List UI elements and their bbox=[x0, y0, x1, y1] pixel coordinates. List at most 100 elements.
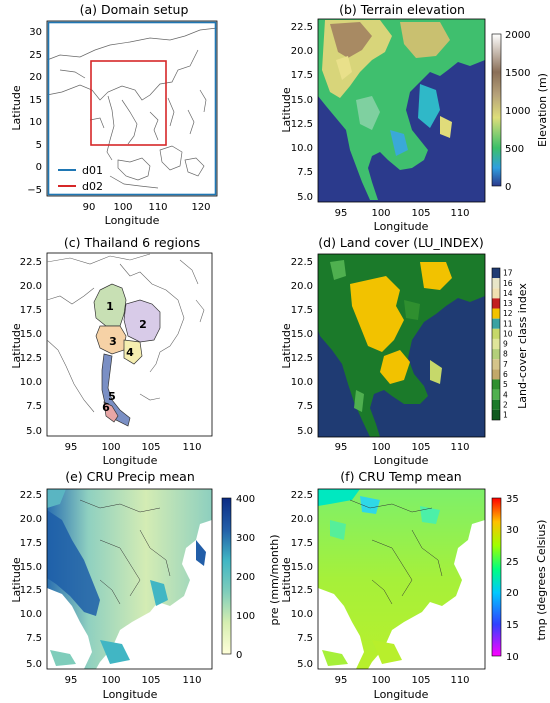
region-2 bbox=[123, 299, 161, 343]
svg-text:1500: 1500 bbox=[505, 68, 530, 79]
landcover-class-label: 14 bbox=[503, 289, 513, 298]
svg-text:110: 110 bbox=[148, 202, 167, 213]
svg-text:200: 200 bbox=[236, 572, 255, 583]
svg-text:20.0: 20.0 bbox=[291, 281, 313, 292]
svg-text:500: 500 bbox=[505, 144, 524, 155]
panel-a-ylabel: Latitude bbox=[10, 85, 23, 131]
panel-d-axes bbox=[317, 253, 486, 438]
svg-text:95: 95 bbox=[65, 675, 78, 686]
svg-text:400: 400 bbox=[236, 494, 255, 505]
panel-d-xlabel: Longitude bbox=[374, 454, 429, 467]
svg-text:10.0: 10.0 bbox=[291, 143, 313, 154]
svg-text:20: 20 bbox=[506, 588, 519, 599]
svg-text:110: 110 bbox=[450, 442, 469, 453]
svg-text:7.5: 7.5 bbox=[297, 633, 313, 644]
panel-f-borders bbox=[349, 499, 443, 605]
panel-d-ylabel: Latitude bbox=[280, 323, 293, 369]
svg-text:105: 105 bbox=[411, 442, 430, 453]
panel-b-xlabel: Longitude bbox=[374, 220, 429, 233]
svg-text:120: 120 bbox=[191, 202, 210, 213]
svg-text:17.5: 17.5 bbox=[20, 305, 42, 316]
svg-text:105: 105 bbox=[141, 442, 160, 453]
svg-text:30: 30 bbox=[29, 27, 42, 38]
svg-text:7.5: 7.5 bbox=[297, 401, 313, 412]
elevation-colorbar-ticks: 2000 1500 1000 500 0 bbox=[505, 30, 530, 193]
landcover-colorbar bbox=[491, 267, 501, 421]
panel-e-axes bbox=[46, 488, 213, 670]
region-4 bbox=[123, 339, 143, 365]
svg-text:17.5: 17.5 bbox=[291, 538, 313, 549]
panel-b-yticks: 22.5 20.0 17.5 15.0 12.5 10.0 7.5 5.0 bbox=[291, 22, 313, 203]
svg-text:17.5: 17.5 bbox=[291, 305, 313, 316]
panel-f: (f) CRU Temp mean 22.5 20.0 17.5 15.0 12… bbox=[280, 469, 548, 701]
landcover-class-swatch bbox=[492, 349, 500, 360]
svg-text:110: 110 bbox=[450, 675, 469, 686]
landcover-class-label: 7 bbox=[503, 360, 508, 369]
landcover-class-label: 9 bbox=[503, 340, 508, 349]
svg-text:20.0: 20.0 bbox=[291, 514, 313, 525]
svg-text:100: 100 bbox=[371, 208, 390, 219]
landcover-class-label: 12 bbox=[503, 309, 513, 318]
svg-text:20: 20 bbox=[29, 72, 42, 83]
landcover-class-swatch bbox=[492, 369, 500, 380]
temp-colorbar-label: tmp (degrees Celsius) bbox=[535, 520, 548, 641]
panel-a-axes bbox=[46, 20, 218, 197]
svg-text:5.0: 5.0 bbox=[26, 659, 42, 670]
landcover-class-swatch bbox=[492, 268, 500, 279]
panel-e-yticks: 22.5 20.0 17.5 15.0 12.5 10.0 7.5 5.0 bbox=[20, 490, 42, 670]
region-label-4: 4 bbox=[126, 346, 134, 359]
region-3 bbox=[95, 325, 127, 355]
temp-colorbar-ticks: 35 30 25 20 15 10 bbox=[506, 494, 519, 663]
svg-text:105: 105 bbox=[411, 208, 430, 219]
landcover-class-swatch bbox=[492, 278, 500, 289]
svg-text:5.0: 5.0 bbox=[297, 192, 313, 203]
svg-text:2000: 2000 bbox=[505, 30, 530, 41]
svg-text:0: 0 bbox=[236, 650, 242, 661]
panel-c: (c) Thailand 6 regions 1 2 3 4 5 6 bbox=[10, 235, 213, 467]
precip-colorbar-label: pre (mm/month) bbox=[268, 535, 281, 626]
panel-b-xticks: 95 100 105 110 bbox=[335, 208, 470, 219]
svg-text:17.5: 17.5 bbox=[291, 70, 313, 81]
svg-text:0: 0 bbox=[36, 162, 42, 173]
svg-text:22.5: 22.5 bbox=[291, 22, 313, 33]
landcover-class-swatch bbox=[492, 359, 500, 370]
svg-text:15.0: 15.0 bbox=[20, 329, 42, 340]
panel-a-title: (a) Domain setup bbox=[80, 2, 189, 17]
landcover-class-label: 4 bbox=[503, 390, 508, 399]
svg-text:100: 100 bbox=[101, 442, 120, 453]
svg-text:100: 100 bbox=[101, 675, 120, 686]
d01-domain-box bbox=[47, 21, 217, 196]
svg-text:100: 100 bbox=[371, 675, 390, 686]
landcover-class-swatch bbox=[492, 318, 500, 329]
panel-a-legend: d01 d02 bbox=[58, 164, 103, 193]
svg-text:15: 15 bbox=[506, 620, 519, 631]
svg-text:22.5: 22.5 bbox=[291, 490, 313, 501]
panel-a-xticks: 90 100 110 120 bbox=[83, 202, 211, 213]
region-labels: 1 2 3 4 5 6 bbox=[102, 300, 147, 414]
svg-text:22.5: 22.5 bbox=[291, 257, 313, 268]
landcover-class-label: 16 bbox=[503, 279, 513, 288]
panel-f-yticks: 22.5 20.0 17.5 15.0 12.5 10.0 7.5 5.0 bbox=[291, 490, 313, 670]
svg-text:95: 95 bbox=[335, 208, 348, 219]
svg-text:15.0: 15.0 bbox=[291, 562, 313, 573]
svg-text:10.0: 10.0 bbox=[20, 377, 42, 388]
panel-e: (e) CRU Precip mean 22.5 20.0 17.5 15.0 … bbox=[10, 469, 281, 701]
svg-text:5.0: 5.0 bbox=[297, 426, 313, 437]
panel-d-title: (d) Land cover (LU_INDEX) bbox=[318, 235, 483, 250]
svg-text:100: 100 bbox=[371, 442, 390, 453]
landcover-class-swatch bbox=[492, 379, 500, 390]
svg-text:110: 110 bbox=[182, 675, 201, 686]
panel-b-ylabel: Latitude bbox=[280, 87, 293, 133]
svg-text:15.0: 15.0 bbox=[291, 329, 313, 340]
panel-b-axes bbox=[317, 18, 486, 203]
svg-text:7.5: 7.5 bbox=[297, 167, 313, 178]
d02-domain-box bbox=[90, 60, 167, 146]
elevation-colorbar bbox=[491, 33, 502, 187]
svg-text:30: 30 bbox=[506, 525, 519, 536]
svg-text:35: 35 bbox=[506, 494, 519, 505]
legend-d01: d01 bbox=[82, 164, 103, 177]
panel-f-ylabel: Latitude bbox=[280, 557, 293, 603]
landcover-class-label: 6 bbox=[503, 370, 508, 379]
svg-text:15.0: 15.0 bbox=[291, 95, 313, 106]
